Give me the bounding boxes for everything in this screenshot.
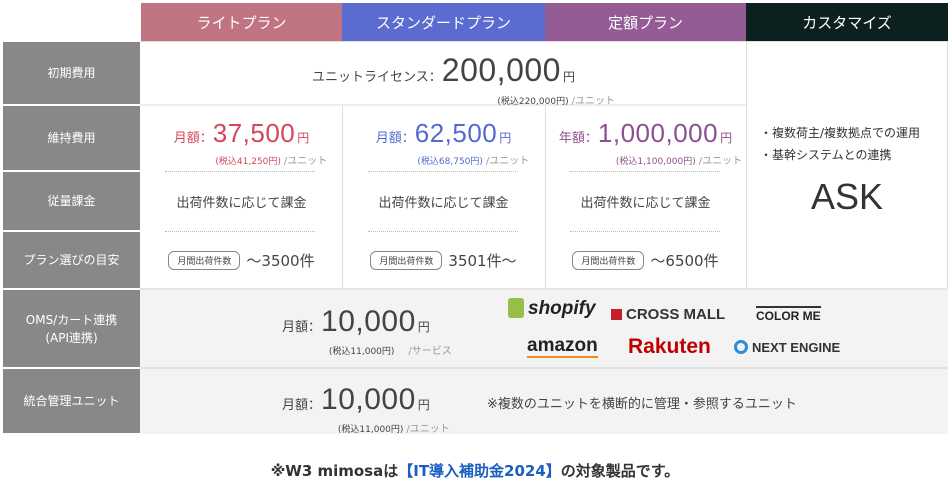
dotted-divider: [570, 171, 720, 172]
subsidy-note: ※W3 mimosaは【IT導入補助金2024】の対象製品です。: [0, 460, 950, 481]
nextengine-icon: [734, 340, 748, 354]
row-divider: [140, 104, 746, 106]
subsidy-link[interactable]: 【IT導入補助金2024】: [398, 462, 561, 480]
tax-included: (税込41,250円): [215, 157, 281, 167]
usage-standard: 出荷件数に応じて課金: [378, 195, 509, 211]
custom-feature: ・基幹システムとの連携: [760, 148, 892, 162]
tax-included: (税込68,750円): [417, 157, 483, 167]
footer-text: の対象製品です。: [560, 462, 680, 480]
monthly-shipments-tag: 月間出荷件数: [168, 250, 241, 270]
yen: 円: [297, 131, 310, 145]
guide-light: 月間出荷件数 〜3500件: [141, 232, 342, 288]
col-divider: [342, 106, 343, 288]
row-label-maintenance: 維持費用: [3, 106, 140, 170]
price-amount: 37,500: [212, 118, 296, 148]
header-fixed-plan: 定額プラン: [545, 3, 746, 41]
unified-price: 月額： 10,000 円 (税込11,000円)/ユニット: [282, 383, 450, 436]
gray-rows-bg: [140, 288, 948, 434]
maintenance-standard: 月額： 62,500 円 (税込68,750円)/ユニット: [342, 118, 545, 168]
rakuten-logo: Rakuten: [628, 335, 711, 358]
shipment-range: 〜6500件: [650, 251, 719, 270]
unit: /サービス: [408, 346, 452, 357]
col-divider: [746, 41, 747, 288]
price-amount: 1,000,000: [597, 118, 719, 148]
logo-text: CROSS MALL: [626, 306, 726, 323]
dotted-divider: [165, 171, 315, 172]
maintenance-fixed: 年額： 1,000,000 円 (税込1,100,000円)/ユニット: [545, 118, 746, 168]
yen: 円: [417, 320, 430, 334]
dotted-divider: [368, 171, 518, 172]
yen: 円: [562, 70, 575, 84]
tax-included: (税込11,000円): [337, 425, 404, 435]
custom-features: ・複数荷主/複数拠点での運用 ・基幹システムとの連携: [760, 122, 920, 166]
guide-fixed: 月間出荷件数 〜6500件: [545, 232, 746, 288]
header-standard-plan: スタンダードプラン: [342, 3, 545, 41]
unit: /ユニット: [485, 156, 530, 167]
monthly-shipments-tag: 月間出荷件数: [370, 250, 443, 270]
yen: 円: [720, 131, 733, 145]
price-amount: 10,000: [321, 305, 416, 338]
price-label: ユニットライセンス：: [312, 70, 442, 85]
oms-price: 月額： 10,000 円 (税込11,000円) /サービス: [282, 305, 452, 358]
unit: /ユニット: [571, 96, 615, 107]
amazon-logo: amazon: [527, 335, 598, 358]
row-divider: [140, 367, 948, 369]
tax-included: (税込220,000円): [497, 97, 569, 107]
colorme-logo: COLOR ME: [756, 306, 821, 323]
row-label-initial: 初期費用: [3, 42, 140, 104]
price-label: 月額：: [282, 398, 322, 413]
header-light-plan: ライトプラン: [141, 3, 342, 41]
price-label: 年額：: [558, 131, 598, 146]
yen: 円: [499, 131, 512, 145]
yen: 円: [417, 398, 430, 412]
price-amount: 200,000: [441, 52, 561, 88]
row-label-usage: 従量課金: [3, 172, 140, 230]
footer-text: ※W3 mimosaは: [270, 462, 399, 480]
row-label-oms: OMS/カート連携 (API連携): [3, 290, 140, 367]
unit: /ユニット: [698, 156, 743, 167]
custom-feature: ・複数荷主/複数拠点での運用: [760, 126, 921, 140]
maintenance-light: 月額： 37,500 円 (税込41,250円)/ユニット: [141, 118, 342, 168]
unit: /ユニット: [283, 156, 328, 167]
price-label: 月額：: [173, 131, 213, 146]
logo-text: NEXT ENGINE: [752, 340, 841, 355]
shipment-range: 3501件〜: [448, 251, 517, 270]
usage-light: 出荷件数に応じて課金: [176, 195, 307, 211]
monthly-shipments-tag: 月間出荷件数: [572, 250, 645, 270]
initial-cost: ユニットライセンス： 200,000 円 (税込220,000円)/ユニット: [141, 52, 746, 108]
price-label: 月額：: [282, 320, 322, 335]
ask-label: ASK: [810, 176, 884, 217]
price-label: 月額：: [375, 131, 415, 146]
shopify-logo: shopify: [508, 298, 596, 320]
crossmall-logo: CROSS MALL: [611, 306, 725, 323]
dotted-divider: [368, 231, 518, 232]
unit: /ユニット: [406, 424, 450, 435]
dotted-divider: [570, 231, 720, 232]
guide-standard: 月間出荷件数 3501件〜: [342, 232, 545, 288]
shopify-bag-icon: [508, 298, 524, 318]
crossmall-icon: [611, 309, 622, 320]
price-amount: 10,000: [321, 383, 416, 416]
tax-included: (税込1,100,000円): [615, 157, 696, 167]
row-label-unified: 統合管理ユニット: [3, 369, 140, 433]
tax-included: (税込11,000円): [328, 347, 395, 357]
usage-fixed: 出荷件数に応じて課金: [580, 195, 711, 211]
unified-note: ※複数のユニットを横断的に管理・参照するユニット: [487, 397, 797, 412]
price-amount: 62,500: [414, 118, 498, 148]
nextengine-logo: NEXT ENGINE: [734, 340, 840, 355]
header-customize: カスタマイズ: [746, 3, 948, 41]
dotted-divider: [165, 231, 315, 232]
col-divider: [545, 106, 546, 288]
row-label-guide: プラン選びの目安: [3, 232, 140, 288]
logo-text: shopify: [528, 298, 596, 319]
shipment-range: 〜3500件: [246, 251, 315, 270]
